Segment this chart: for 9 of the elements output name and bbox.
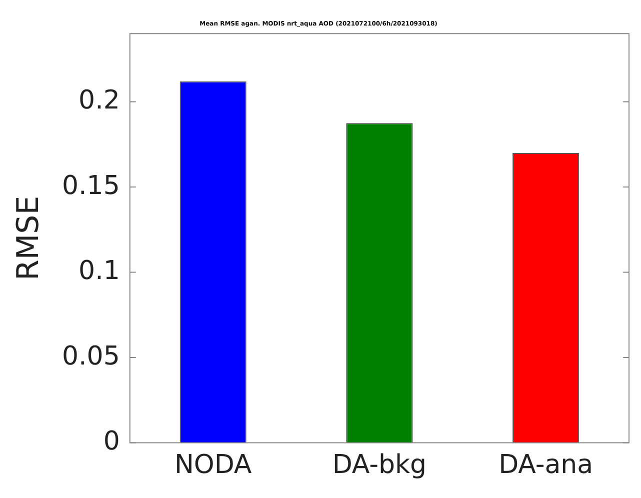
y-tick-label: 0.2 bbox=[78, 86, 120, 116]
y-tick-label: 0.15 bbox=[62, 170, 120, 201]
x-tick-label: NODA bbox=[174, 450, 252, 480]
x-tick-label: DA-ana bbox=[498, 450, 594, 480]
y-axis-title: RMSE bbox=[10, 196, 46, 281]
x-tick-label: DA-bkg bbox=[332, 450, 427, 480]
y-tick-label: 0.1 bbox=[78, 256, 120, 286]
y-tick-label: 0 bbox=[103, 426, 120, 457]
y-tick-label: 0.05 bbox=[62, 341, 120, 372]
